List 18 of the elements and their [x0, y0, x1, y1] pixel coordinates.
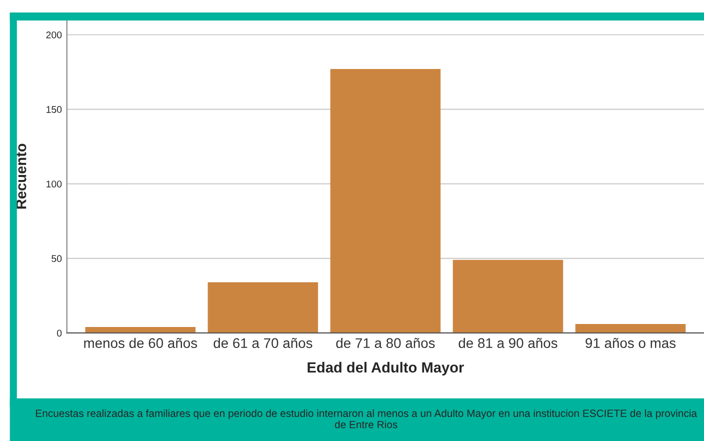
- bar: [208, 282, 318, 333]
- y-tick-label: 200: [46, 31, 62, 38]
- x-tick-label: de 81 a 90 años: [458, 338, 558, 348]
- y-axis-title: Recuento: [16, 144, 26, 209]
- x-tick-label: menos de 60 años: [84, 338, 198, 348]
- y-tick-label: 150: [46, 106, 62, 113]
- y-tick-label: 0: [56, 330, 62, 337]
- y-tick-label: 50: [52, 255, 62, 262]
- x-axis-title: Edad del Adulto Mayor: [308, 362, 464, 376]
- x-tick-label: 91 años o mas: [586, 338, 676, 348]
- bar: [330, 69, 441, 333]
- text: Encuestas realizadas a familiares que en periodo de estudio internaron al menos a un Adulto Mayor en una institucion ESCIETE de la provincia de Entre Rios: [36, 409, 698, 428]
- bar: [452, 260, 564, 333]
- bar: [575, 324, 686, 333]
- y-tick-label: 100: [46, 180, 62, 188]
- bar: [85, 326, 196, 333]
- x-tick-label: de 61 a 70 años: [214, 338, 312, 348]
- x-tick-label: de 71 a 80 años: [336, 338, 435, 348]
